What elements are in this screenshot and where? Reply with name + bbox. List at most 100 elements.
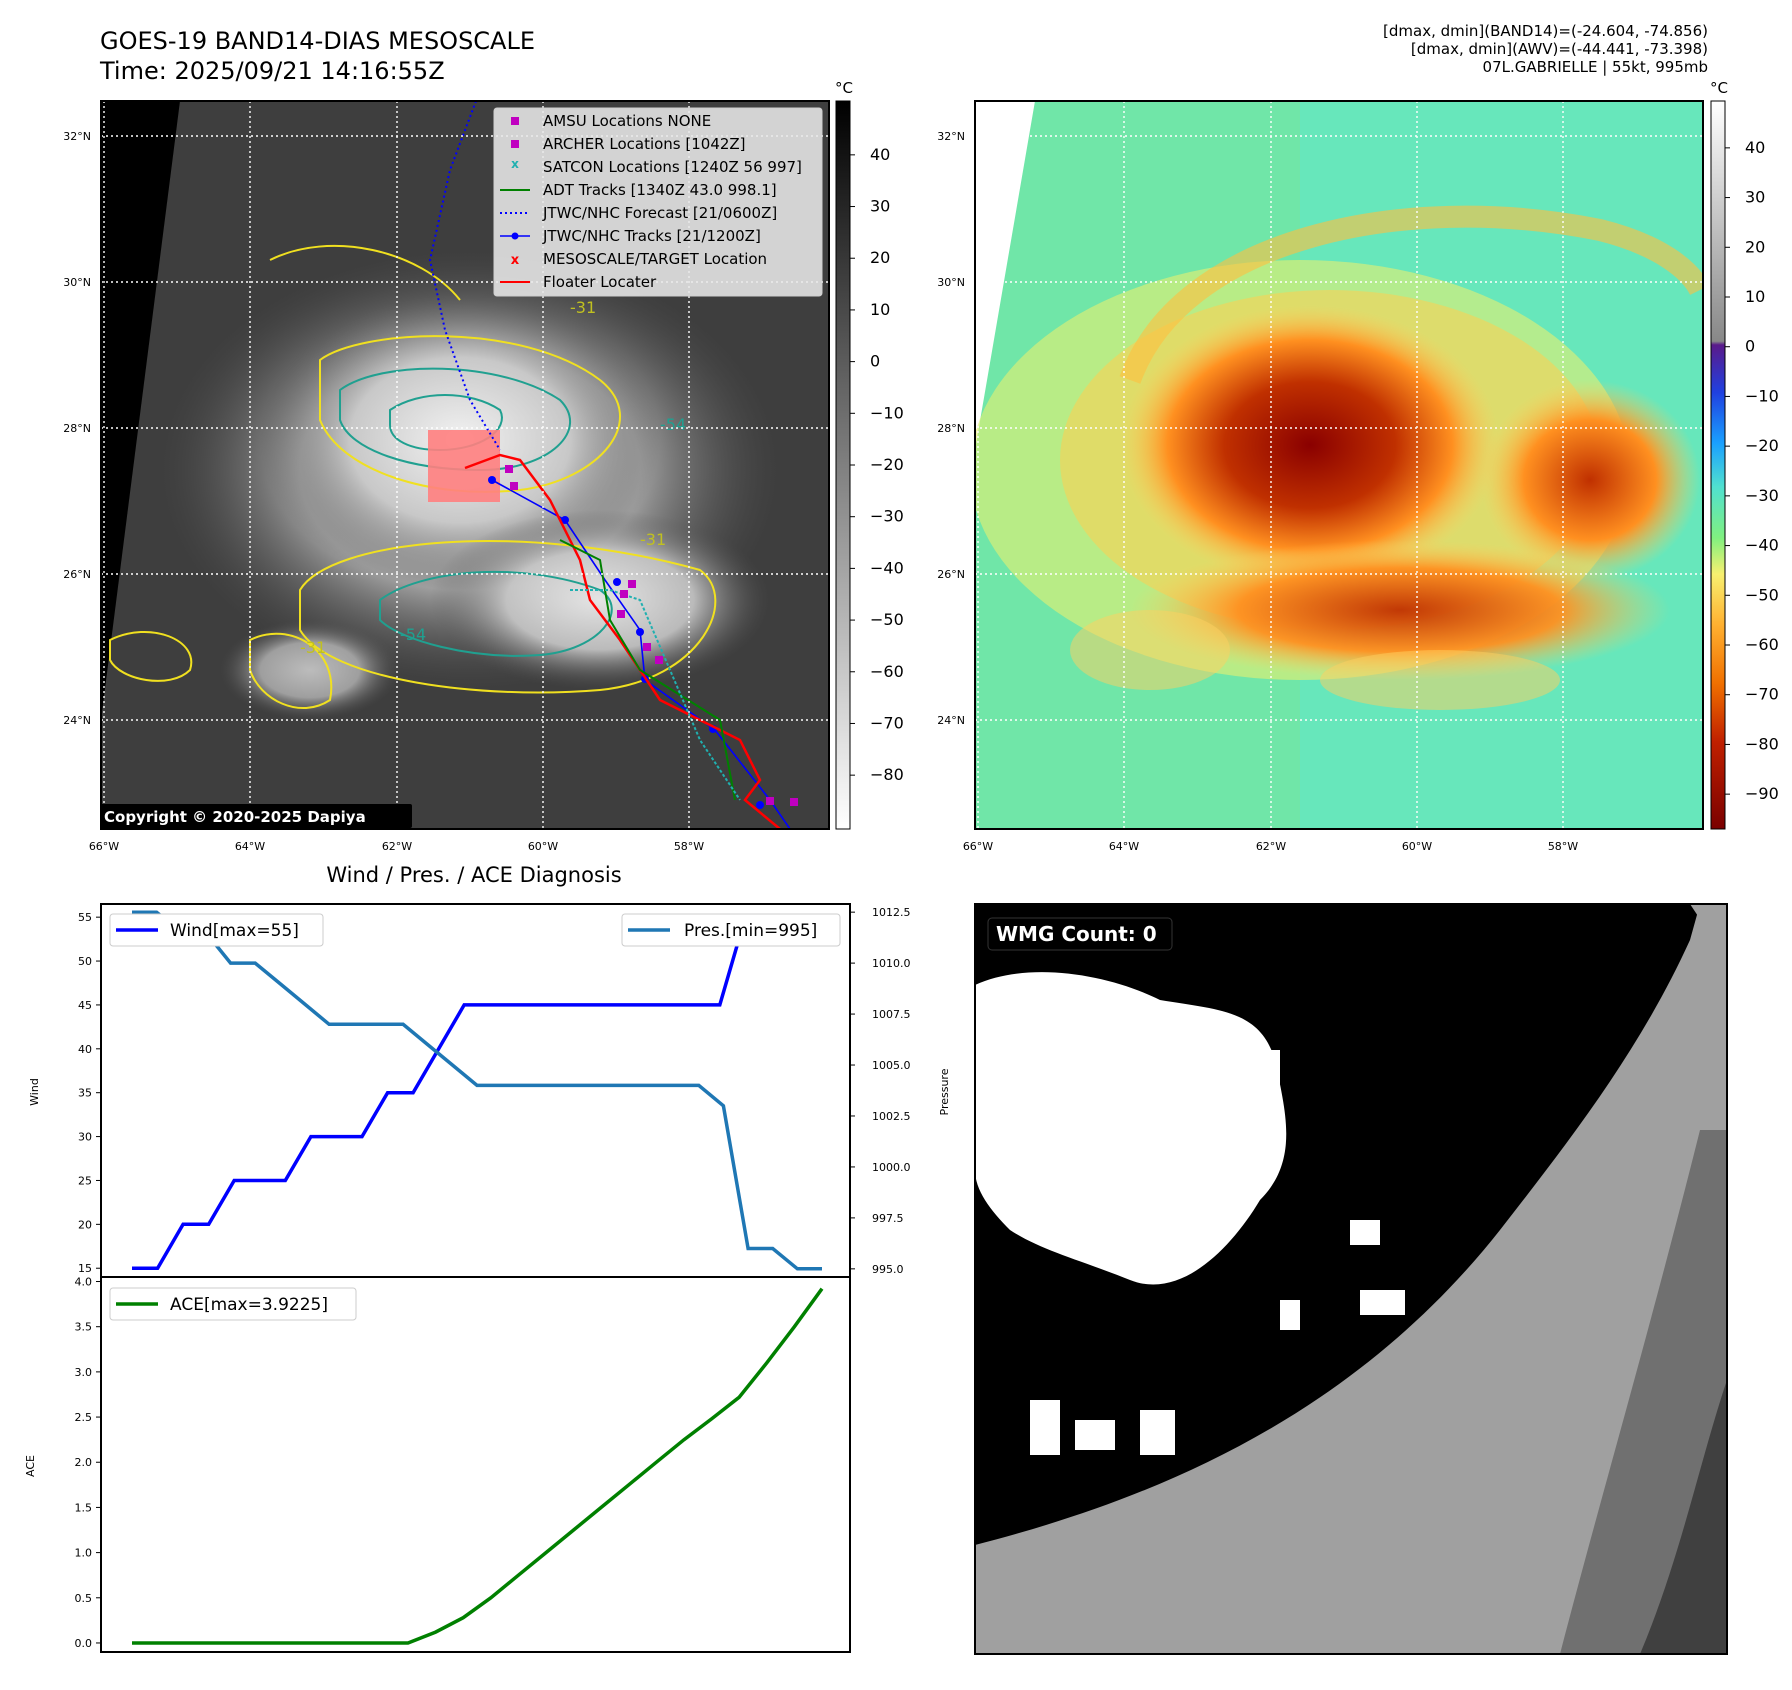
pressure-axis-tick-label: 1005.0 bbox=[872, 1059, 911, 1072]
pressure-axis-tick-label: 997.5 bbox=[872, 1212, 904, 1225]
legend-label-tracks: JTWC/NHC Tracks [21/1200Z] bbox=[542, 227, 761, 245]
lon-label: 62°W bbox=[382, 840, 412, 853]
pressure-legend: Pres.[min=995] bbox=[621, 913, 841, 947]
awv-colorbar-tick-label: −90 bbox=[1745, 784, 1779, 803]
legend-label-archer: ARCHER Locations [1042Z] bbox=[543, 135, 746, 153]
lon-label: 66°W bbox=[963, 840, 993, 853]
wind-line bbox=[132, 915, 822, 1270]
ir-colorbar-tick-label: −80 bbox=[870, 765, 904, 784]
legend-target-marker: x bbox=[511, 253, 520, 268]
ace-ylabel: ACE bbox=[24, 1455, 37, 1477]
wind-axis-tick-label: 25 bbox=[78, 1174, 92, 1187]
wind-axis-tick-label: 50 bbox=[78, 955, 92, 968]
awv-colorbar-tick-label: −80 bbox=[1745, 734, 1779, 753]
pressure-axis-tick-label: 995.0 bbox=[872, 1263, 904, 1276]
wind-axis-tick-label: 40 bbox=[78, 1043, 92, 1056]
diagnosis-title: Wind / Pres. / ACE Diagnosis bbox=[326, 863, 621, 887]
pressure-axis-tick-label: 1002.5 bbox=[872, 1110, 911, 1123]
info-line-1: [dmax, dmin](BAND14)=(-24.604, -74.856) bbox=[1383, 22, 1708, 40]
ace-axis-tick-label: 1.5 bbox=[75, 1501, 93, 1514]
pressure-line bbox=[132, 910, 822, 1271]
lat-label: 30°N bbox=[937, 276, 965, 289]
copyright-box bbox=[100, 804, 412, 828]
awv-colorbar-tick-label: −20 bbox=[1745, 436, 1779, 455]
lat-label: 32°N bbox=[937, 130, 965, 143]
awv-colorbar-tick-label: −40 bbox=[1745, 536, 1779, 555]
pressure-legend-label: Pres.[min=995] bbox=[684, 921, 817, 941]
ir-colorbar-unit: °C bbox=[835, 79, 853, 97]
lat-label: 26°N bbox=[937, 568, 965, 581]
wmg-panel: WMG Count: 0 bbox=[974, 903, 1728, 1655]
ace-axis-tick-label: 1.0 bbox=[75, 1547, 93, 1560]
legend-amsu-marker bbox=[511, 117, 519, 125]
awv-colorbar-tick-label: 20 bbox=[1745, 237, 1765, 256]
awv-colorbar: °C 40 30 20 10 0 −10 −20 −30 −40 −50 −60 −70 −80 −90 bbox=[1710, 79, 1779, 830]
ir-colorbar-tick-label: −70 bbox=[870, 713, 904, 732]
ir-colorbar-tick-label: −30 bbox=[870, 507, 904, 526]
ir-colorbar-tick-label: 40 bbox=[870, 145, 890, 164]
ir-colorbar-tick-label: −20 bbox=[870, 455, 904, 474]
awv-colorbar-tick-label: −30 bbox=[1745, 486, 1779, 505]
lat-label: 24°N bbox=[937, 714, 965, 727]
awv-gridlines bbox=[975, 101, 1703, 829]
ace-axis-tick-label: 0.5 bbox=[75, 1592, 93, 1605]
legend-label-target: MESOSCALE/TARGET Location bbox=[543, 250, 767, 268]
lat-label: 28°N bbox=[937, 422, 965, 435]
pressure-axis-tick-label: 1010.0 bbox=[872, 957, 911, 970]
lat-label: 28°N bbox=[63, 422, 91, 435]
lon-label: 58°W bbox=[674, 840, 704, 853]
ir-colorbar-tick-label: 0 bbox=[870, 352, 880, 371]
legend-track-dot bbox=[511, 232, 519, 240]
lon-label: 62°W bbox=[1256, 840, 1286, 853]
ir-colorbar-tick-label: −50 bbox=[870, 610, 904, 629]
contour-label: -54 bbox=[400, 625, 426, 644]
lat-label: 30°N bbox=[63, 276, 91, 289]
contour-label: -31 bbox=[300, 638, 326, 657]
contour-label: -31 bbox=[640, 530, 666, 549]
ir-lat-labels: 32°N 30°N 28°N 26°N 24°N bbox=[63, 130, 91, 727]
wind-axis-tick-label: 15 bbox=[78, 1262, 92, 1275]
lon-label: 64°W bbox=[235, 840, 265, 853]
lon-label: 60°W bbox=[1402, 840, 1432, 853]
awv-frame bbox=[974, 100, 1704, 830]
ir-frame bbox=[100, 100, 830, 830]
ir-lon-labels: 66°W 64°W 62°W 60°W 58°W bbox=[89, 840, 704, 853]
awv-colorbar-tick-label: 0 bbox=[1745, 337, 1755, 356]
figure-title: GOES-19 BAND14-DIAS MESOSCALE Time: 2025… bbox=[100, 26, 535, 86]
awv-colorbar-tick-label: −60 bbox=[1745, 635, 1779, 654]
wind-legend: Wind[max=55] bbox=[109, 913, 324, 947]
lat-label: 32°N bbox=[63, 130, 91, 143]
ace-axis-tick-label: 2.5 bbox=[75, 1411, 93, 1424]
wind-ylabel: Wind bbox=[28, 1078, 41, 1106]
pressure-ylabel: Pressure bbox=[938, 1068, 951, 1115]
awv-panel: 32°N 30°N 28°N 26°N 24°N 66°W 64°W 62°W … bbox=[937, 79, 1779, 853]
ace-legend-label: ACE[max=3.9225] bbox=[170, 1295, 328, 1315]
ir-legend: x x AMSU Locations NONE ARCHER Locations… bbox=[493, 107, 823, 297]
awv-colorbar-unit: °C bbox=[1710, 79, 1728, 97]
legend-label-forecast: JTWC/NHC Forecast [21/0600Z] bbox=[542, 204, 777, 222]
awv-colorbar-tick-label: 10 bbox=[1745, 287, 1765, 306]
awv-lat-labels: 32°N 30°N 28°N 26°N 24°N bbox=[937, 130, 965, 727]
lon-label: 64°W bbox=[1109, 840, 1139, 853]
copyright-text: Copyright © 2020-2025 Dapiya bbox=[104, 808, 366, 826]
awv-colorbar-tick-label: −70 bbox=[1745, 685, 1779, 704]
ace-axis-tick-label: 4.0 bbox=[75, 1276, 93, 1289]
info-line-3: 07L.GABRIELLE | 55kt, 995mb bbox=[1482, 58, 1708, 76]
wind-axis-tick-label: 35 bbox=[78, 1087, 92, 1100]
lon-label: 58°W bbox=[1548, 840, 1578, 853]
ace-legend: ACE[max=3.9225] bbox=[109, 1287, 357, 1321]
ir-colorbar-tick-label: −10 bbox=[870, 403, 904, 422]
lon-label: 66°W bbox=[89, 840, 119, 853]
ace-axis-tick-label: 0.0 bbox=[75, 1637, 93, 1650]
pressure-axis-tick-label: 1000.0 bbox=[872, 1161, 911, 1174]
legend-label-floater: Floater Locater bbox=[543, 273, 657, 291]
lon-label: 60°W bbox=[528, 840, 558, 853]
ir-colorbar-tick-label: 10 bbox=[870, 300, 890, 319]
contour-label: -54 bbox=[660, 415, 686, 434]
awv-colorbar-tick-label: 40 bbox=[1745, 138, 1765, 157]
ir-colorbar-tick-label: 30 bbox=[870, 197, 890, 216]
wind-axis-tick-label: 20 bbox=[78, 1218, 92, 1231]
awv-colorbar-tick-label: 30 bbox=[1745, 188, 1765, 207]
wmg-count-box bbox=[987, 917, 1173, 951]
info-block: [dmax, dmin](BAND14)=(-24.604, -74.856) … bbox=[1200, 22, 1708, 76]
